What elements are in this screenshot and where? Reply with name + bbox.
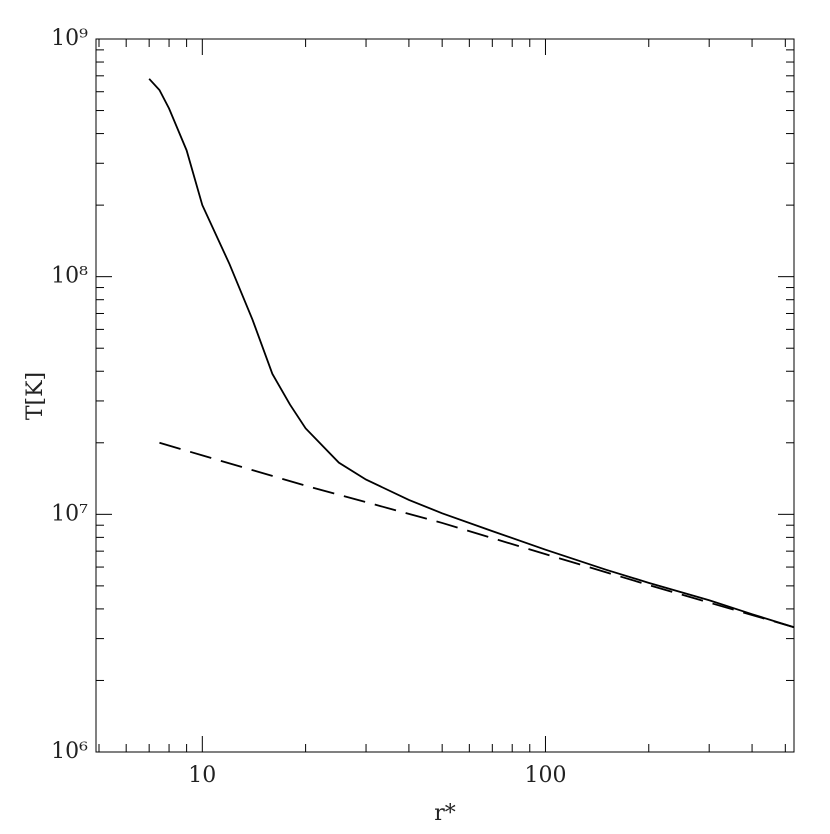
- y-tick-label: 10⁶: [51, 739, 88, 764]
- y-axis-label: T[K]: [23, 372, 48, 420]
- line-series: [159, 441, 795, 629]
- y-tick-label: 10⁸: [51, 264, 88, 289]
- x-tick-label: 10: [188, 763, 216, 788]
- line-series: [148, 78, 795, 629]
- x-axis-label: r*: [434, 801, 456, 826]
- x-tick-label: 100: [524, 763, 566, 788]
- plot-frame: [95, 38, 795, 753]
- y-tick-label: 10⁷: [51, 501, 88, 526]
- y-tick-label: 10⁹: [51, 26, 88, 51]
